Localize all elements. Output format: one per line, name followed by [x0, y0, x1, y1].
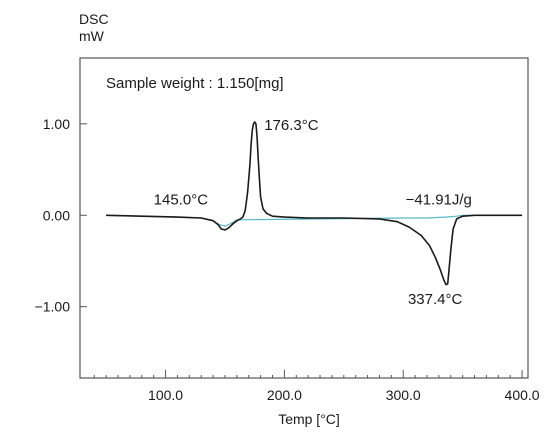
sample-weight-note: Sample weight : 1.150[mg] — [106, 75, 284, 92]
annotation-label: 337.4°C — [408, 291, 463, 308]
x-tick-label: 400.0 — [505, 387, 540, 403]
y-tick-label: 0.00 — [43, 207, 70, 223]
x-tick-label: 300.0 — [386, 387, 421, 403]
y-axis-label-line2: mW — [79, 28, 105, 44]
y-axis-label-line1: DSC — [79, 11, 109, 27]
y-axis: 1.00 0.00 −1.00 — [35, 116, 87, 315]
y-tick-label: −1.00 — [35, 299, 71, 315]
x-tick-label: 100.0 — [148, 387, 183, 403]
annotation-label: 145.0°C — [154, 191, 209, 208]
plot-frame — [79, 57, 529, 379]
annotation-label: 176.3°C — [264, 117, 319, 134]
dsc-curve — [106, 121, 523, 286]
x-minor-ticks — [93, 375, 511, 378]
x-axis: 100.0 200.0 300.0 400.0 — [148, 370, 540, 403]
annotation-label: −41.91J/g — [406, 191, 472, 208]
annotations: 176.3°C 145.0°C −41.91J/g 337.4°C — [154, 117, 472, 308]
y-tick-label: 1.00 — [43, 116, 70, 132]
x-tick-label: 200.0 — [267, 387, 302, 403]
data-series — [106, 121, 523, 286]
x-axis-label: Temp [°C] — [278, 411, 340, 427]
